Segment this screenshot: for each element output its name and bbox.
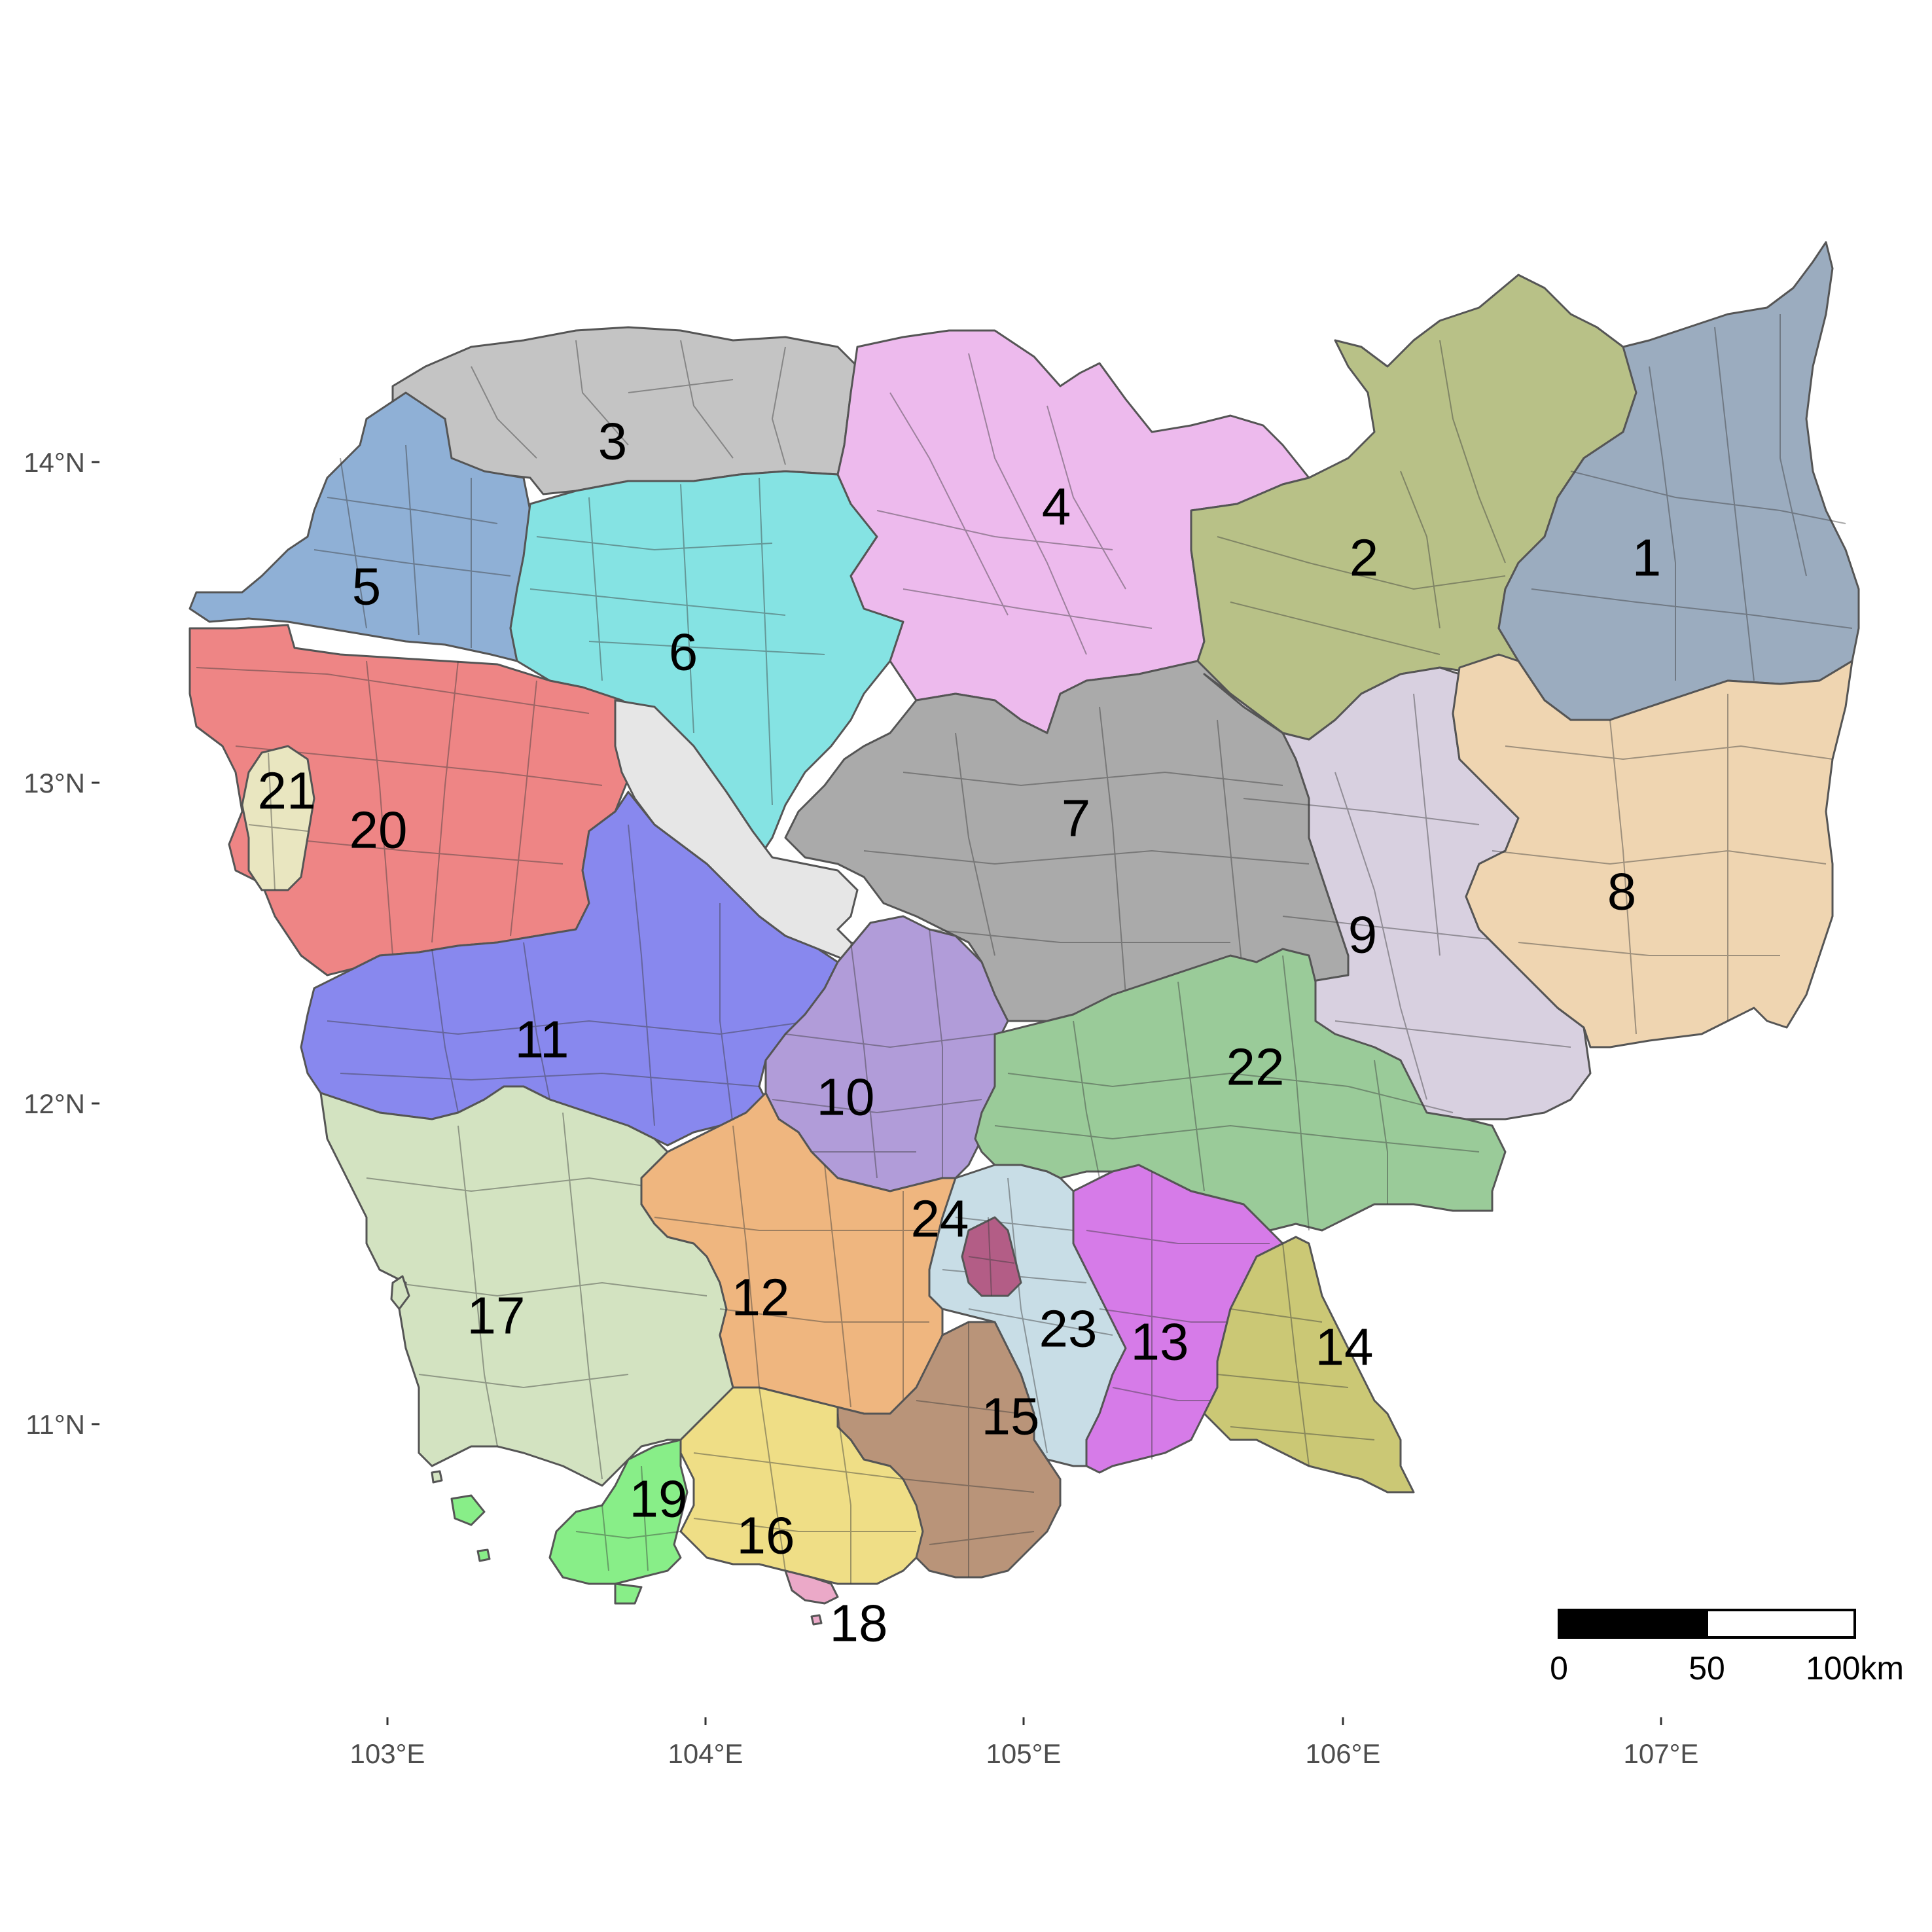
- region-5[interactable]: [188, 391, 531, 662]
- region-24[interactable]: [961, 1216, 1022, 1297]
- lon-label-104: 104°E: [668, 1738, 743, 1769]
- region-9-shape: [1203, 666, 1592, 1120]
- lat-label-14: 14°N: [24, 447, 85, 478]
- scale-label-0: 0: [1550, 1650, 1568, 1687]
- region-17[interactable]: [319, 1085, 734, 1487]
- region-16-shape: [679, 1386, 924, 1585]
- region-labels: 1 2 3 4 5 6 7 8 9 10 11 12 13 14 15 16 1…: [258, 412, 1662, 1653]
- region-label-15: 15: [982, 1387, 1040, 1446]
- region-label-10: 10: [817, 1068, 875, 1126]
- region-label-22: 22: [1226, 1038, 1285, 1096]
- islands: [390, 1275, 823, 1626]
- region-5-shape: [188, 391, 531, 662]
- latitude-axis: 14°N 13°N 12°N 11°N: [24, 447, 99, 1440]
- region-label-19: 19: [630, 1470, 688, 1528]
- region-label-4: 4: [1042, 478, 1071, 536]
- lat-label-13: 13°N: [24, 768, 85, 798]
- region-label-23: 23: [1039, 1300, 1098, 1358]
- region-8-shape: [1452, 653, 1853, 1048]
- region-16[interactable]: [679, 1386, 924, 1585]
- scale-label-100km: 100km: [1806, 1650, 1904, 1687]
- region-label-20: 20: [349, 801, 408, 859]
- scale-bar-black-segment: [1558, 1609, 1708, 1639]
- lon-label-107: 107°E: [1624, 1738, 1699, 1769]
- region-label-5: 5: [352, 558, 382, 616]
- region-label-24: 24: [911, 1190, 969, 1248]
- scale-bar: 0 50 100km: [1550, 1609, 1904, 1687]
- region-18-shape: [784, 1569, 839, 1605]
- lon-label-103: 103°E: [350, 1738, 425, 1769]
- region-label-6: 6: [669, 623, 698, 681]
- region-label-7: 7: [1062, 789, 1091, 848]
- lon-label-106: 106°E: [1306, 1738, 1381, 1769]
- region-label-11: 11: [514, 1011, 569, 1069]
- region-17-shape: [319, 1085, 734, 1487]
- region-19[interactable]: [450, 1439, 689, 1605]
- region-label-3: 3: [598, 412, 628, 471]
- region-24-shape: [961, 1216, 1022, 1297]
- region-14-shape: [1203, 1236, 1415, 1494]
- lat-label-12: 12°N: [24, 1088, 85, 1119]
- region-label-8: 8: [1607, 863, 1637, 921]
- scale-label-50: 50: [1689, 1650, 1725, 1687]
- region-1[interactable]: [1497, 241, 1860, 721]
- lon-label-105: 105°E: [986, 1738, 1062, 1769]
- longitude-axis: 103°E 104°E 105°E 106°E 107°E: [350, 1717, 1699, 1769]
- region-19-shape: [548, 1439, 689, 1585]
- region-label-13: 13: [1131, 1313, 1189, 1371]
- region-9[interactable]: [1203, 666, 1592, 1120]
- region-label-9: 9: [1348, 906, 1378, 964]
- region-14[interactable]: [1203, 1236, 1415, 1494]
- region-8[interactable]: [1452, 653, 1853, 1048]
- lat-label-11: 11°N: [26, 1409, 85, 1440]
- region-label-12: 12: [732, 1268, 790, 1327]
- scale-bar-white-segment: [1706, 1609, 1856, 1639]
- region-label-1: 1: [1632, 529, 1662, 587]
- region-label-18: 18: [830, 1594, 888, 1653]
- region-label-2: 2: [1350, 529, 1379, 587]
- region-label-14: 14: [1315, 1318, 1374, 1376]
- region-21-shape: [241, 745, 315, 891]
- region-18[interactable]: [784, 1569, 839, 1605]
- region-label-17: 17: [467, 1287, 526, 1345]
- region-label-16: 16: [737, 1507, 795, 1565]
- region-label-21: 21: [258, 762, 316, 820]
- region-21[interactable]: [241, 745, 315, 891]
